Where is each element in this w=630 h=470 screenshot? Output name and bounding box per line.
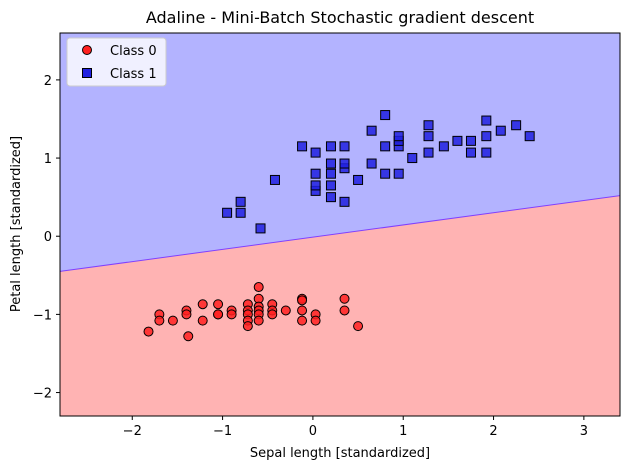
class-0-point — [339, 305, 350, 316]
plot-frame — [59, 32, 621, 417]
class-0-point — [267, 309, 278, 320]
data-points — [143, 110, 535, 342]
y-axis-label: Petal length [standardized] — [9, 136, 24, 312]
class-1-point — [310, 180, 321, 191]
class-0-point — [213, 299, 224, 310]
region-class-1 — [60, 33, 620, 272]
class-0-point — [280, 305, 291, 316]
class-1-point — [339, 158, 350, 169]
class-0-point — [253, 282, 264, 293]
x-tick-label: 0 — [309, 424, 317, 439]
y-tick-label: 2 — [44, 74, 52, 89]
legend-label-class-1: Class 1 — [110, 67, 157, 82]
x-axis-label: Sepal length [standardized] — [250, 446, 430, 461]
x-tick-label: −1 — [213, 424, 232, 439]
class-1-point — [366, 125, 377, 136]
class-1-point — [366, 158, 377, 169]
class-1-point — [524, 131, 535, 142]
class-1-point — [481, 115, 492, 126]
y-tick-label: 1 — [44, 152, 52, 167]
class-1-point — [465, 147, 476, 158]
class-1-point — [339, 196, 350, 207]
class-1-point — [310, 147, 321, 158]
x-tick-label: 3 — [580, 424, 588, 439]
class-1-point — [423, 147, 434, 158]
class-1-point — [380, 110, 391, 121]
legend-marker-class-1 — [82, 68, 92, 78]
class-0-point — [167, 315, 178, 326]
class-0-point — [242, 321, 253, 332]
class-1-point — [235, 196, 246, 207]
class-1-point — [393, 131, 404, 142]
class-1-point — [465, 135, 476, 146]
class-1-point — [325, 168, 336, 179]
class-1-point — [255, 223, 266, 234]
y-tick-label: 0 — [44, 230, 52, 245]
class-0-point — [297, 295, 308, 306]
y-tick-label: −2 — [33, 387, 52, 402]
region-class-0 — [60, 195, 620, 416]
class-0-point — [154, 315, 165, 326]
class-0-point — [197, 299, 208, 310]
plot-area — [60, 33, 620, 416]
x-tick-label: 1 — [399, 424, 407, 439]
class-1-point — [325, 158, 336, 169]
class-0-point — [181, 309, 192, 320]
class-0-point — [253, 315, 264, 326]
decision-boundary — [60, 195, 620, 272]
class-1-point — [423, 120, 434, 131]
class-1-point — [310, 168, 321, 179]
class-0-point — [297, 315, 308, 326]
class-1-point — [481, 147, 492, 158]
class-1-point — [407, 153, 418, 164]
class-1-point — [353, 174, 364, 185]
class-0-point — [297, 305, 308, 316]
class-1-point — [423, 131, 434, 142]
class-1-point — [325, 180, 336, 191]
class-1-point — [222, 207, 233, 218]
x-tick-label: −2 — [123, 424, 142, 439]
class-1-point — [380, 168, 391, 179]
x-tick-label: 2 — [489, 424, 497, 439]
class-0-point — [213, 309, 224, 320]
class-1-point — [452, 135, 463, 146]
class-0-point — [197, 315, 208, 326]
class-1-point — [393, 168, 404, 179]
class-0-point — [143, 326, 154, 337]
legend-marker-class-0 — [82, 45, 92, 55]
class-0-point — [339, 293, 350, 304]
class-0-point — [310, 315, 321, 326]
y-axis-ticks: −2 −1 0 1 2 — [33, 74, 60, 402]
class-1-point — [297, 141, 308, 152]
class-0-point — [226, 309, 237, 320]
class-1-point — [325, 141, 336, 152]
y-tick-label: −1 — [33, 308, 52, 323]
x-axis-ticks: −2 −1 0 1 2 3 — [123, 416, 588, 439]
class-1-point — [269, 174, 280, 185]
legend-label-class-0: Class 0 — [110, 44, 157, 59]
class-1-point — [235, 207, 246, 218]
class-1-point — [511, 120, 522, 131]
class-1-point — [339, 141, 350, 152]
class-1-point — [380, 141, 391, 152]
class-1-point — [438, 141, 449, 152]
class-1-point — [325, 192, 336, 203]
class-1-point — [481, 131, 492, 142]
chart-title: Adaline - Mini-Batch Stochastic gradient… — [146, 8, 534, 27]
class-0-point — [183, 331, 194, 342]
class-0-point — [353, 321, 364, 332]
class-1-point — [495, 125, 506, 136]
legend: Class 0 Class 1 — [66, 37, 167, 87]
